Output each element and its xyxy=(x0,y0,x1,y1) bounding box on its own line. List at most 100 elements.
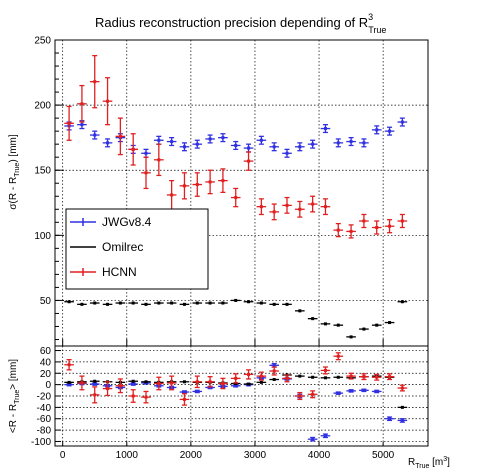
legend: JWGv8.4 Omilrec HCNN xyxy=(66,209,208,289)
marker xyxy=(234,196,237,199)
marker xyxy=(375,376,378,379)
marker xyxy=(68,381,71,384)
marker xyxy=(234,377,237,380)
marker xyxy=(298,208,301,211)
top-y-tick-label: 150 xyxy=(34,166,51,177)
top-y-tick-label: 250 xyxy=(34,36,51,47)
marker xyxy=(119,302,122,305)
marker xyxy=(93,80,96,83)
x-axis-label-sub: True xyxy=(415,463,429,470)
marker xyxy=(362,328,365,331)
marker xyxy=(375,390,378,393)
marker xyxy=(362,389,365,392)
top-y-axis-label-pre: σ(R - R xyxy=(8,177,19,210)
marker xyxy=(209,380,212,383)
marker xyxy=(80,102,83,105)
marker xyxy=(106,100,109,103)
marker xyxy=(388,375,391,378)
marker xyxy=(247,383,250,386)
marker xyxy=(401,219,404,222)
marker xyxy=(311,203,314,206)
marker xyxy=(350,335,353,338)
chart-title-main: Radius reconstruction precision dependin… xyxy=(95,15,368,30)
marker xyxy=(132,148,135,151)
marker xyxy=(93,393,96,396)
marker xyxy=(170,193,173,196)
marker xyxy=(324,376,327,379)
marker xyxy=(362,219,365,222)
marker xyxy=(157,302,160,305)
marker xyxy=(298,375,301,378)
marker xyxy=(145,171,148,174)
marker xyxy=(337,141,340,144)
marker xyxy=(388,225,391,228)
marker xyxy=(286,303,289,306)
bottom-y-tick-label: 40 xyxy=(40,357,52,368)
marker xyxy=(145,380,148,383)
marker xyxy=(286,204,289,207)
marker xyxy=(337,355,340,358)
marker xyxy=(170,381,173,384)
marker xyxy=(350,375,353,378)
marker xyxy=(401,419,404,422)
marker xyxy=(93,302,96,305)
marker xyxy=(311,143,314,146)
bottom-y-tick-label: 60 xyxy=(40,346,52,357)
marker xyxy=(247,160,250,163)
bottom-y-tick-label: -20 xyxy=(37,392,52,403)
marker xyxy=(337,376,340,379)
marker xyxy=(183,184,186,187)
marker xyxy=(286,152,289,155)
marker xyxy=(401,121,404,124)
legend-label-jwg: JWGv8.4 xyxy=(102,215,152,229)
marker xyxy=(401,387,404,390)
marker xyxy=(324,127,327,130)
marker xyxy=(132,395,135,398)
x-tick-label: 2000 xyxy=(180,450,203,461)
marker xyxy=(157,382,160,385)
marker xyxy=(68,300,71,303)
chart-title-sub: True xyxy=(368,25,386,35)
marker xyxy=(80,381,83,384)
marker xyxy=(298,395,301,398)
legend-label-hcnn: HCNN xyxy=(102,265,137,279)
marker xyxy=(388,321,391,324)
marker xyxy=(196,380,199,383)
x-tick-label: 4000 xyxy=(308,450,331,461)
chart-title-sup: 3 xyxy=(368,12,373,22)
marker xyxy=(362,375,365,378)
marker xyxy=(170,140,173,143)
x-tick-label: 3000 xyxy=(244,450,267,461)
marker xyxy=(273,378,276,381)
bottom-y-tick-label: -80 xyxy=(37,426,52,437)
marker xyxy=(273,210,276,213)
marker xyxy=(298,145,301,148)
marker xyxy=(132,380,135,383)
marker xyxy=(80,303,83,306)
marker xyxy=(260,139,263,142)
marker xyxy=(337,229,340,232)
top-y-tick-label: 100 xyxy=(34,231,51,242)
bottom-y-tick-label: -60 xyxy=(37,414,52,425)
bottom-y-axis-label-sub: True xyxy=(14,390,21,404)
marker xyxy=(324,369,327,372)
top-y-axis-label-sub: True xyxy=(14,163,21,177)
marker xyxy=(196,183,199,186)
marker xyxy=(273,364,276,367)
marker xyxy=(183,391,186,394)
top-y-tick-label: 200 xyxy=(34,101,51,112)
marker xyxy=(298,309,301,312)
marker xyxy=(221,382,224,385)
marker xyxy=(132,302,135,305)
marker xyxy=(247,373,250,376)
marker xyxy=(196,390,199,393)
marker xyxy=(119,384,122,387)
marker xyxy=(119,135,122,138)
x-tick-label: 1000 xyxy=(116,450,139,461)
marker xyxy=(68,122,71,125)
marker xyxy=(401,300,404,303)
marker xyxy=(273,370,276,373)
marker xyxy=(145,396,148,399)
marker xyxy=(183,145,186,148)
marker xyxy=(311,317,314,320)
